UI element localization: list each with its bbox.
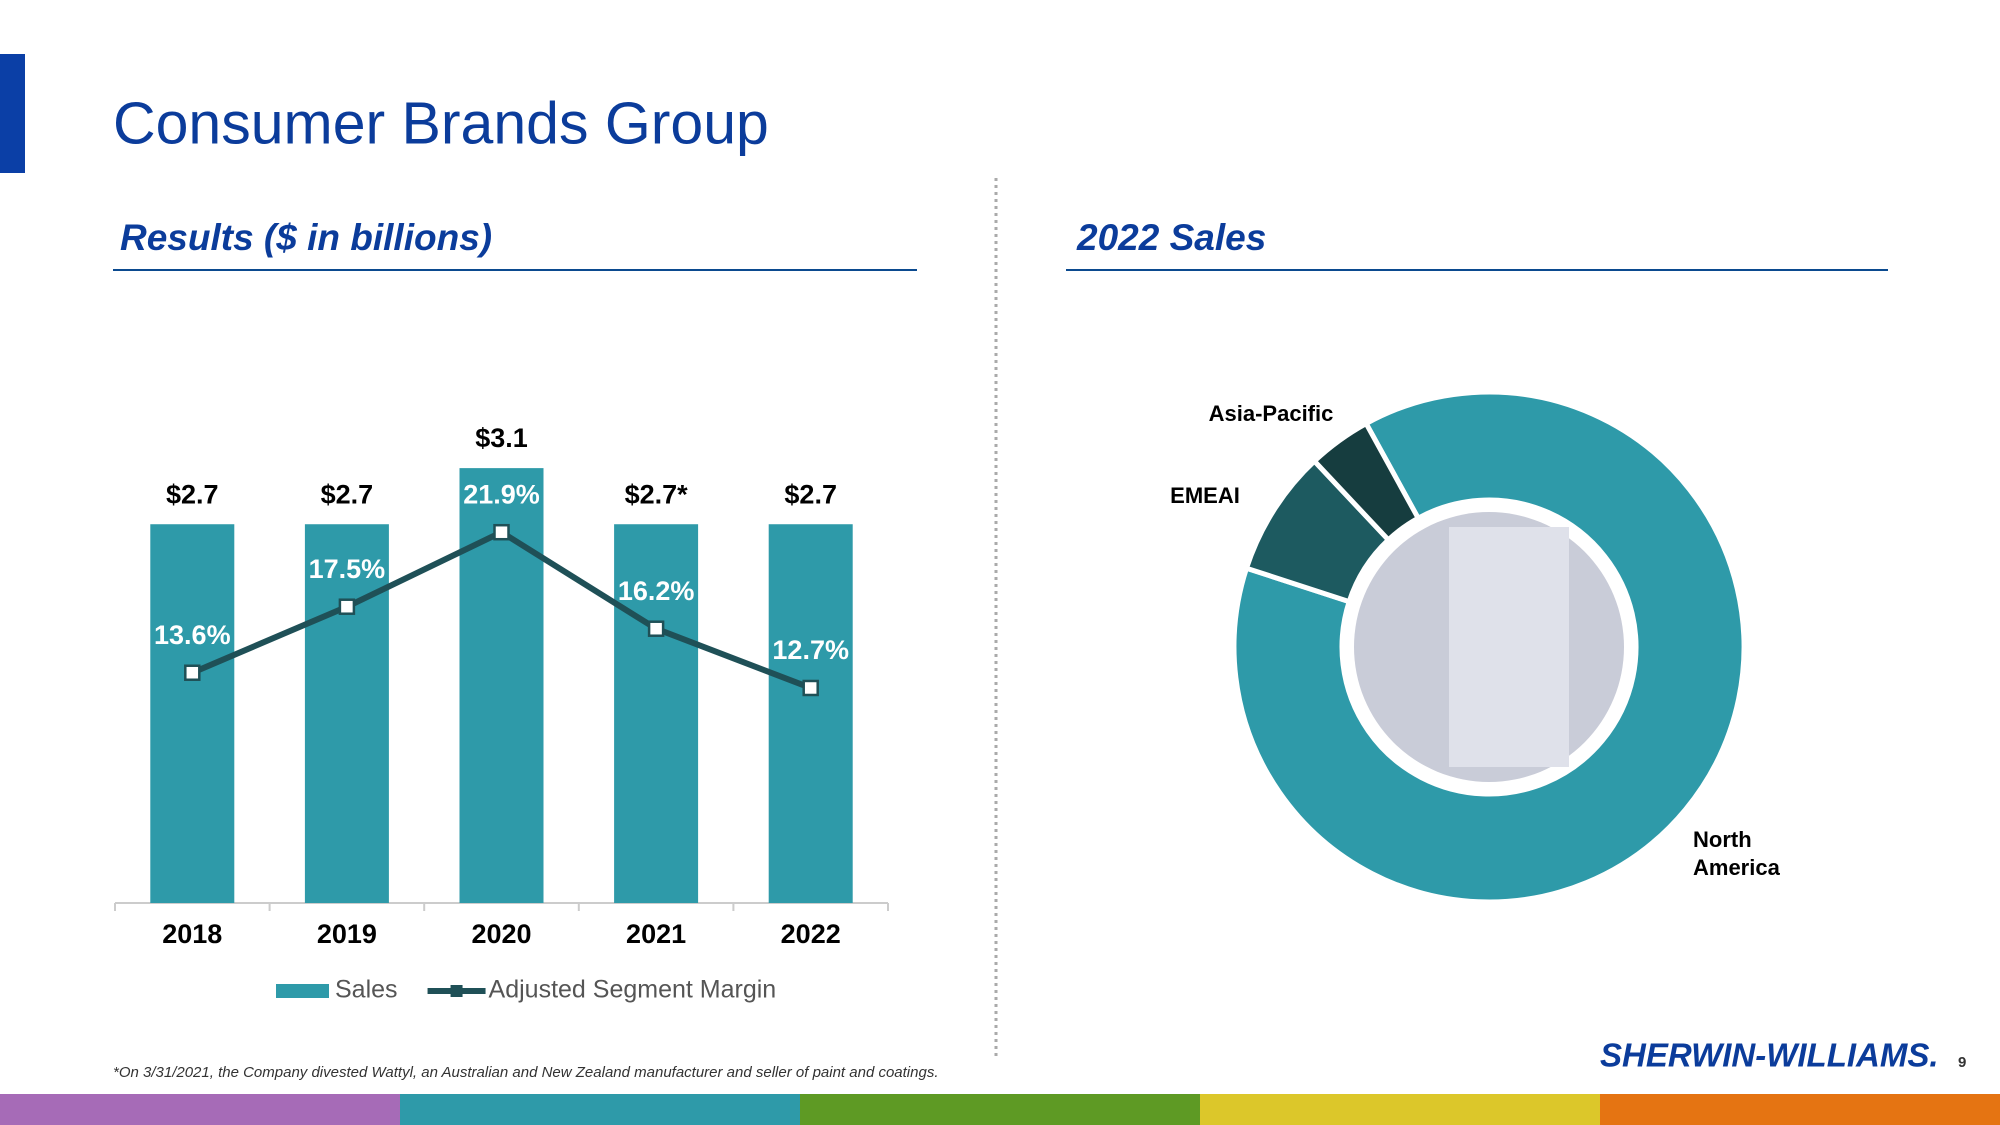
margin-value-label: 16.2% bbox=[618, 576, 695, 606]
margin-marker bbox=[184, 664, 201, 681]
accent-bar bbox=[0, 54, 25, 173]
bar-value-label: $3.1 bbox=[475, 423, 528, 453]
bar bbox=[304, 524, 389, 903]
footer-stripe bbox=[800, 1094, 1200, 1125]
bar bbox=[614, 524, 699, 903]
slice-label-line: North bbox=[1693, 827, 1752, 852]
photo-wall bbox=[1449, 527, 1569, 767]
x-tick-label: 2022 bbox=[781, 919, 841, 949]
x-tick-label: 2020 bbox=[471, 919, 531, 949]
footer-stripe bbox=[0, 1094, 400, 1125]
slice-label: Asia-Pacific bbox=[1209, 401, 1334, 426]
margin-marker bbox=[647, 620, 665, 637]
margin-marker bbox=[802, 679, 819, 697]
legend-label: Adjusted Segment Margin bbox=[489, 976, 777, 1004]
margin-value-label: 17.5% bbox=[309, 554, 386, 584]
margin-value-label: 13.6% bbox=[154, 620, 231, 650]
bar bbox=[150, 524, 235, 903]
bar-value-label: $2.7 bbox=[784, 479, 837, 509]
margin-value-label: 21.9% bbox=[463, 479, 540, 509]
footnote: *On 3/31/2021, the Company divested Watt… bbox=[113, 1064, 939, 1081]
legend-swatch bbox=[450, 985, 463, 997]
x-tick-label: 2021 bbox=[626, 919, 686, 949]
page-number: 9 bbox=[1958, 1054, 1966, 1071]
bar-value-label: $2.7* bbox=[625, 479, 689, 509]
x-tick-label: 2018 bbox=[162, 919, 222, 949]
bar-value-label: $2.7 bbox=[166, 479, 219, 509]
slice-label: EMEAI bbox=[1170, 483, 1240, 508]
slice-label-line: America bbox=[1693, 855, 1781, 880]
legend-label: Sales bbox=[335, 976, 398, 1004]
slide-title: Consumer Brands Group bbox=[113, 91, 769, 157]
margin-value-label: 12.7% bbox=[772, 635, 849, 665]
x-tick-label: 2019 bbox=[317, 919, 377, 949]
legend-swatch bbox=[276, 984, 329, 998]
chart-title: Results ($ in billions) bbox=[120, 217, 492, 258]
bar bbox=[768, 524, 853, 903]
logo: SHERWIN-WILLIAMS. bbox=[1600, 1037, 1939, 1074]
margin-marker bbox=[493, 523, 510, 541]
footer-stripe bbox=[1200, 1094, 1600, 1125]
slice-label: North America bbox=[1693, 827, 1781, 880]
footer-stripe bbox=[400, 1094, 800, 1125]
bar-value-label: $2.7 bbox=[321, 479, 374, 509]
margin-marker bbox=[338, 598, 356, 615]
chart-title: 2022 Sales bbox=[1076, 217, 1266, 258]
bar bbox=[459, 468, 544, 903]
footer-stripe bbox=[1600, 1094, 2000, 1125]
